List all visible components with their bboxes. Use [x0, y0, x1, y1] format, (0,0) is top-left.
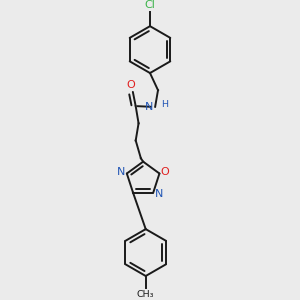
Text: Cl: Cl [145, 0, 155, 11]
Text: CH₃: CH₃ [137, 290, 154, 299]
Text: N: N [145, 102, 153, 112]
Text: O: O [126, 80, 135, 90]
Text: N: N [117, 167, 125, 177]
Text: O: O [161, 167, 170, 177]
Text: H: H [161, 100, 168, 109]
Text: N: N [155, 189, 163, 199]
